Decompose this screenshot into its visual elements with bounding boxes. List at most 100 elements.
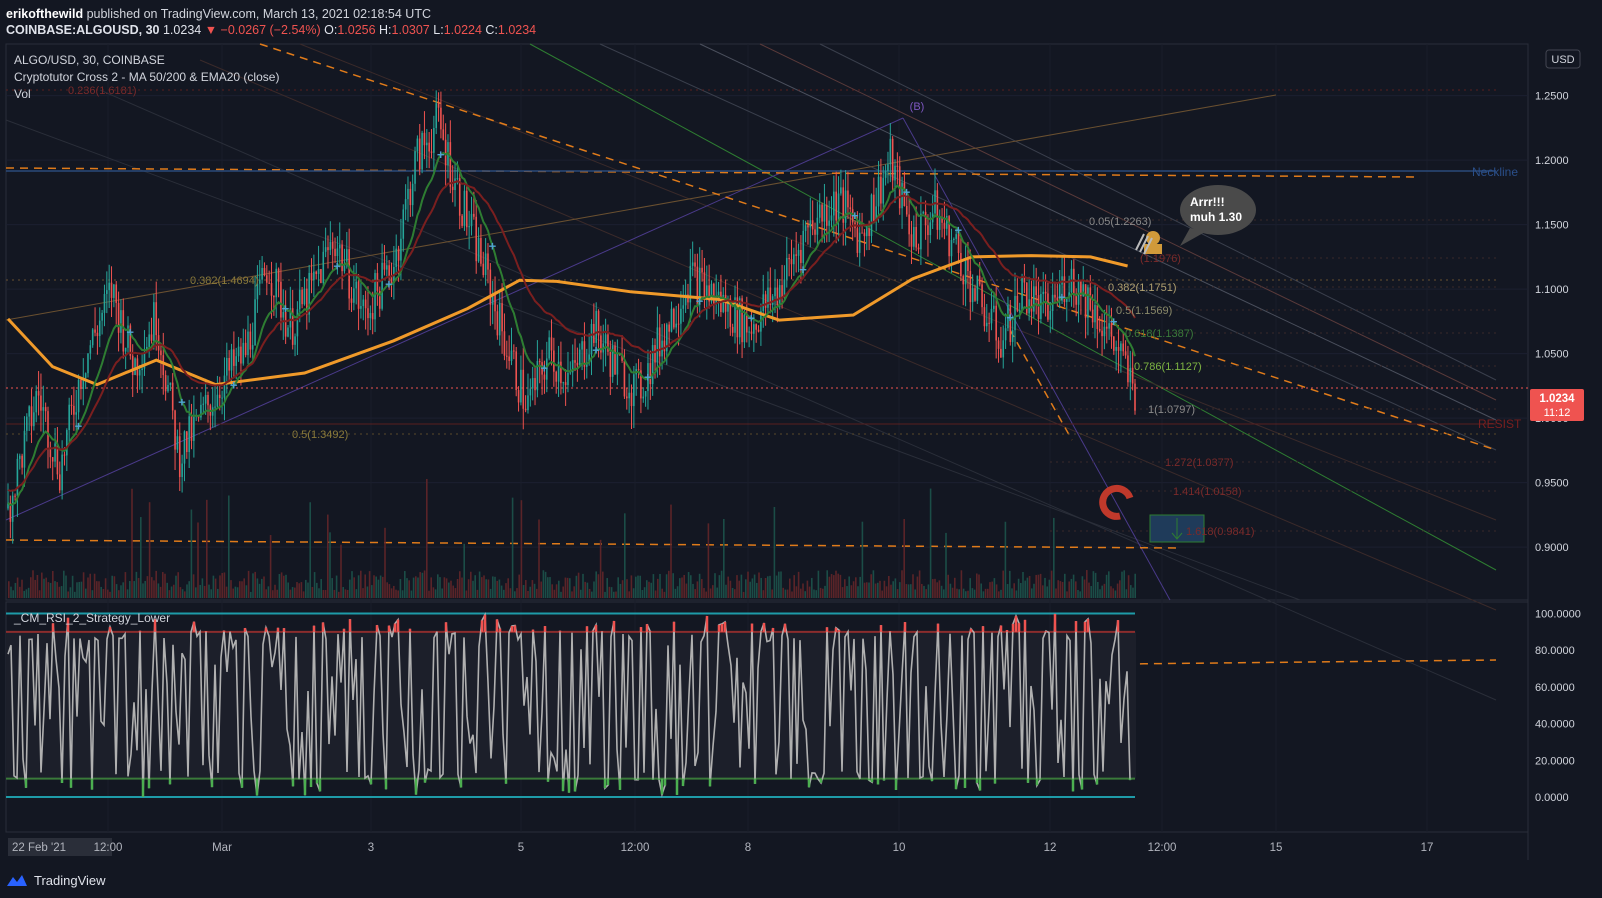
candle-body bbox=[150, 334, 153, 341]
candle-body bbox=[44, 407, 47, 412]
candle-body bbox=[89, 345, 92, 354]
volume-bar bbox=[553, 589, 556, 598]
candle-body bbox=[346, 249, 348, 264]
volume-bar bbox=[835, 570, 837, 598]
volume-bar bbox=[481, 577, 483, 598]
candle-body bbox=[115, 284, 118, 303]
candle-body bbox=[138, 370, 141, 376]
volume-bar bbox=[610, 587, 613, 598]
candle-body bbox=[903, 182, 906, 207]
volume-bar bbox=[694, 589, 696, 598]
candle-body bbox=[531, 378, 534, 389]
volume-bar bbox=[613, 591, 615, 598]
publish-info: published on TradingView.com, March 13, … bbox=[86, 7, 431, 21]
volume-bar bbox=[742, 591, 745, 598]
pirate-icon bbox=[1135, 231, 1162, 255]
author-name[interactable]: erikofthewild bbox=[6, 7, 84, 21]
volume-bar bbox=[872, 570, 875, 598]
candle-body bbox=[908, 214, 910, 235]
candle-body bbox=[889, 138, 892, 165]
last-price-tag-value: 1.0234 bbox=[1539, 393, 1575, 405]
candle-body bbox=[677, 323, 680, 325]
time-axis[interactable]: 22 Feb '21 12:00 Mar 3 5 12:00 8 10 12 12:00 15 17 bbox=[8, 838, 1433, 856]
volume-bar bbox=[426, 478, 428, 598]
volume-bar bbox=[855, 577, 857, 598]
volume-bar bbox=[324, 590, 327, 598]
fib-right-label: 1.272(1.0377) bbox=[1165, 457, 1234, 469]
candle-body bbox=[734, 297, 736, 333]
volume-bar bbox=[126, 589, 129, 598]
volume-bar bbox=[243, 578, 245, 598]
rsi-axis[interactable]: 100.0000 80.0000 60.0000 40.0000 20.0000 0.00… bbox=[1535, 609, 1581, 805]
volume-bar bbox=[670, 504, 672, 598]
volume-bar bbox=[745, 579, 747, 598]
candle-body bbox=[98, 320, 101, 337]
candle-body bbox=[334, 248, 336, 257]
rsi-tick-label: 20.0000 bbox=[1535, 755, 1575, 767]
candle-body bbox=[494, 294, 496, 312]
candle-body bbox=[404, 199, 407, 210]
candle-body bbox=[430, 151, 433, 153]
volume-bar bbox=[698, 573, 701, 598]
candle-body bbox=[249, 331, 252, 350]
candle-body bbox=[33, 412, 35, 427]
main-pane[interactable] bbox=[5, 43, 1529, 601]
volume-bar bbox=[1022, 571, 1024, 598]
volume-bar bbox=[470, 571, 472, 598]
candle-body bbox=[562, 382, 565, 384]
volume-bar bbox=[1033, 583, 1035, 598]
volume-bar bbox=[593, 581, 595, 598]
volume-bar bbox=[740, 574, 743, 598]
volume-bar bbox=[1097, 581, 1099, 598]
volume-bar bbox=[731, 587, 734, 598]
candle-body bbox=[331, 241, 334, 249]
volume-bar bbox=[1068, 581, 1070, 598]
candle-body bbox=[70, 404, 73, 406]
volume-bar bbox=[1125, 589, 1128, 598]
volume-bar bbox=[984, 588, 987, 598]
tradingview-logo-icon[interactable] bbox=[6, 873, 28, 887]
candle-body bbox=[21, 455, 23, 468]
volume-bar bbox=[357, 575, 360, 598]
candle-body bbox=[1101, 330, 1103, 337]
volume-bar bbox=[93, 573, 96, 598]
candle-body bbox=[555, 371, 558, 382]
volume-bar bbox=[164, 573, 166, 598]
candle-body bbox=[181, 463, 183, 478]
volume-bar bbox=[555, 584, 558, 598]
candle-body bbox=[997, 340, 1000, 349]
volume-bar bbox=[390, 588, 393, 598]
volume-bar bbox=[1026, 577, 1029, 598]
candle-body bbox=[585, 362, 588, 367]
volume-bar bbox=[769, 575, 771, 598]
volume-bar bbox=[34, 579, 36, 598]
volume-bar bbox=[1050, 570, 1053, 598]
price-axis[interactable]: 1.25001.20001.15001.10001.05001.00000.95… bbox=[1535, 91, 1569, 554]
volume-bar bbox=[775, 575, 778, 598]
candle-body bbox=[240, 346, 242, 364]
footer-brand[interactable]: TradingView bbox=[34, 872, 106, 888]
candle-body bbox=[322, 251, 325, 283]
candle-body bbox=[26, 416, 28, 431]
volume-bar bbox=[852, 581, 855, 598]
volume-bar bbox=[1015, 590, 1018, 598]
volume-bar bbox=[1057, 580, 1059, 598]
cross-marker: + bbox=[282, 301, 290, 316]
candle-body bbox=[223, 375, 226, 398]
volume-bar bbox=[643, 587, 646, 598]
candle-body bbox=[649, 363, 652, 385]
volume-bar bbox=[1017, 578, 1020, 598]
dashed-trend-line bbox=[5, 167, 1421, 178]
currency-box[interactable] bbox=[1545, 49, 1581, 69]
candle-body bbox=[1091, 309, 1094, 323]
candle-body bbox=[541, 362, 543, 375]
volume-bar bbox=[808, 586, 811, 598]
candle-body bbox=[204, 394, 207, 404]
candle-body bbox=[1068, 292, 1070, 298]
candle-body bbox=[614, 345, 616, 375]
candle-body bbox=[277, 268, 280, 282]
cross-marker: + bbox=[955, 223, 963, 238]
candle-body bbox=[68, 404, 70, 431]
volume-bar bbox=[749, 581, 751, 598]
